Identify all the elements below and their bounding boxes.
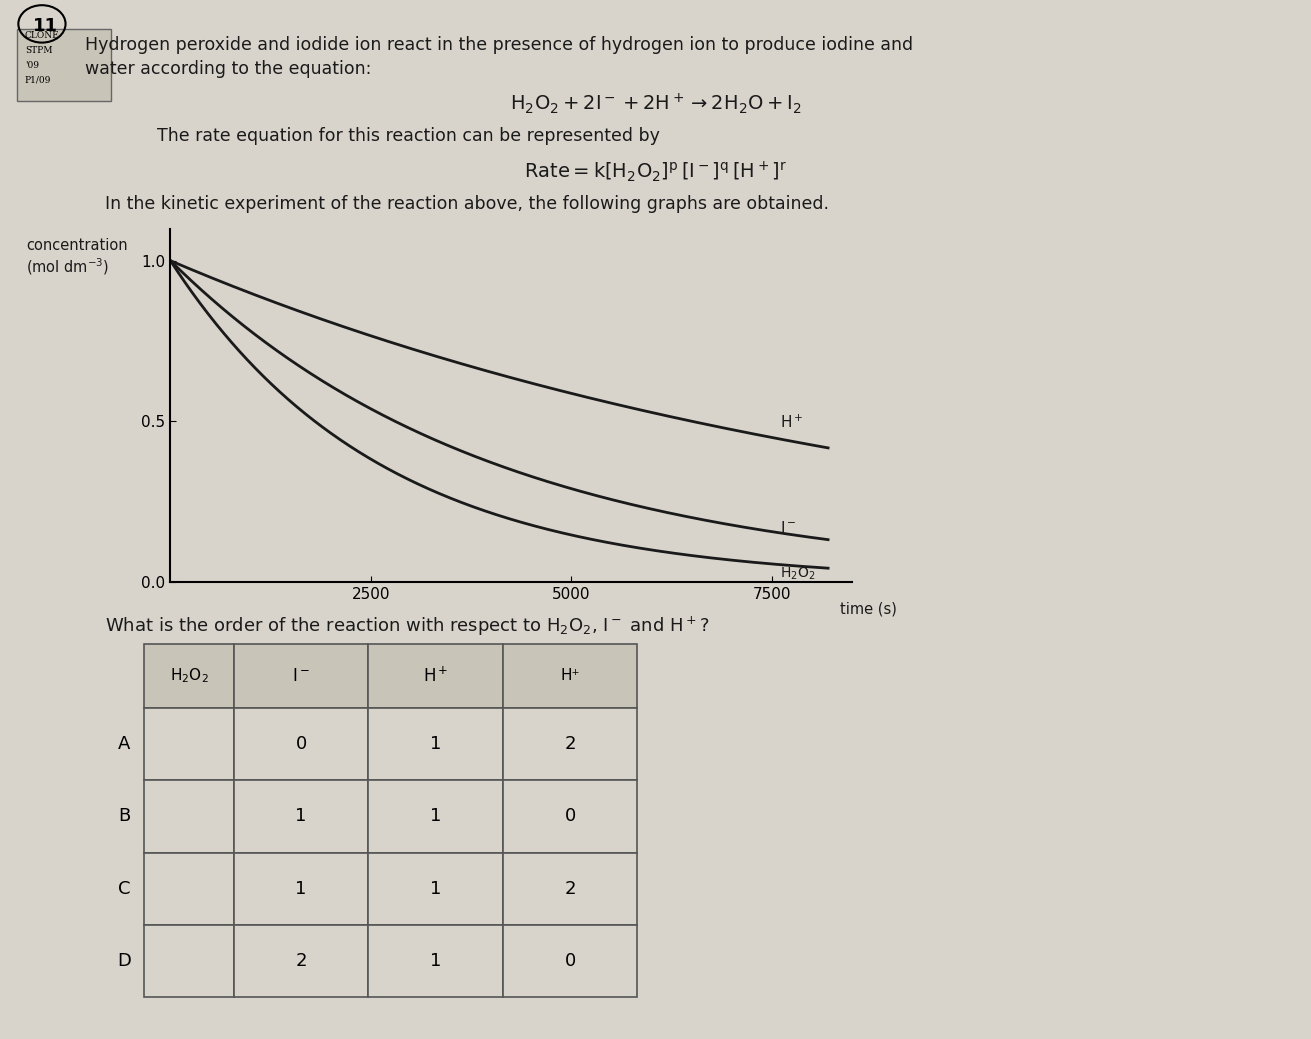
Text: 1: 1 <box>295 880 307 898</box>
Bar <box>368 853 503 925</box>
Text: $\mathrm{I^-}$: $\mathrm{I^-}$ <box>292 667 311 685</box>
Text: STPM: STPM <box>25 46 52 55</box>
Text: 1: 1 <box>430 880 442 898</box>
Text: P1/09: P1/09 <box>25 75 51 84</box>
Bar <box>503 644 637 708</box>
Bar <box>144 925 233 997</box>
Text: What is the order of the reaction with respect to $\mathrm{H_2O_2}$, $\mathrm{I^: What is the order of the reaction with r… <box>105 615 709 638</box>
Text: A: A <box>118 735 131 753</box>
Text: $\mathrm{I^-}$: $\mathrm{I^-}$ <box>780 521 797 536</box>
Bar <box>368 780 503 853</box>
Text: $\mathrm{H^+}$: $\mathrm{H^+}$ <box>780 414 804 431</box>
Text: 1: 1 <box>295 807 307 825</box>
Bar <box>233 644 368 708</box>
Text: concentration
(mol dm$^{-3}$): concentration (mol dm$^{-3}$) <box>26 238 127 277</box>
Text: 0: 0 <box>565 952 576 970</box>
Text: The rate equation for this reaction can be represented by: The rate equation for this reaction can … <box>157 127 661 144</box>
Text: B: B <box>118 807 130 825</box>
Bar <box>144 853 233 925</box>
Bar <box>503 708 637 780</box>
Text: water according to the equation:: water according to the equation: <box>85 60 371 78</box>
Bar <box>233 708 368 780</box>
Text: $\mathrm{Rate = k[H_2O_2]^p\,[I^-]^q\,[H^+]^r}$: $\mathrm{Rate = k[H_2O_2]^p\,[I^-]^q\,[H… <box>524 159 787 184</box>
Text: Hydrogen peroxide and iodide ion react in the presence of hydrogen ion to produc: Hydrogen peroxide and iodide ion react i… <box>85 36 914 54</box>
Text: H⁺: H⁺ <box>560 668 579 684</box>
Bar <box>368 644 503 708</box>
Bar <box>233 780 368 853</box>
Bar <box>233 853 368 925</box>
Bar <box>144 780 233 853</box>
Bar <box>144 708 233 780</box>
Text: 2: 2 <box>565 880 576 898</box>
Text: 0: 0 <box>295 735 307 753</box>
Text: 11: 11 <box>33 18 58 35</box>
Bar <box>233 925 368 997</box>
Text: '09: '09 <box>25 60 39 70</box>
Bar <box>503 853 637 925</box>
Text: 2: 2 <box>295 952 307 970</box>
Bar <box>503 925 637 997</box>
Text: 1: 1 <box>430 735 442 753</box>
Text: 1: 1 <box>430 807 442 825</box>
Text: time (s): time (s) <box>840 602 897 616</box>
Text: CLONE: CLONE <box>25 31 60 41</box>
Bar <box>368 925 503 997</box>
Text: 0: 0 <box>565 807 576 825</box>
Bar <box>503 780 637 853</box>
Text: $\mathrm{H_2O_2 + 2I^- + 2H^+ \rightarrow 2H_2O + I_2}$: $\mathrm{H_2O_2 + 2I^- + 2H^+ \rightarro… <box>510 91 801 116</box>
Text: $\mathrm{H^+}$: $\mathrm{H^+}$ <box>423 666 448 686</box>
Text: $\mathrm{H_2O_2}$: $\mathrm{H_2O_2}$ <box>169 667 208 686</box>
Bar <box>144 644 233 708</box>
Text: 1: 1 <box>430 952 442 970</box>
Text: C: C <box>118 880 131 898</box>
Text: 2: 2 <box>565 735 576 753</box>
Text: $\mathrm{H_2O_2}$: $\mathrm{H_2O_2}$ <box>780 565 815 582</box>
FancyBboxPatch shape <box>17 29 111 101</box>
Text: In the kinetic experiment of the reaction above, the following graphs are obtain: In the kinetic experiment of the reactio… <box>105 195 829 213</box>
Bar <box>368 708 503 780</box>
Text: D: D <box>118 952 131 970</box>
